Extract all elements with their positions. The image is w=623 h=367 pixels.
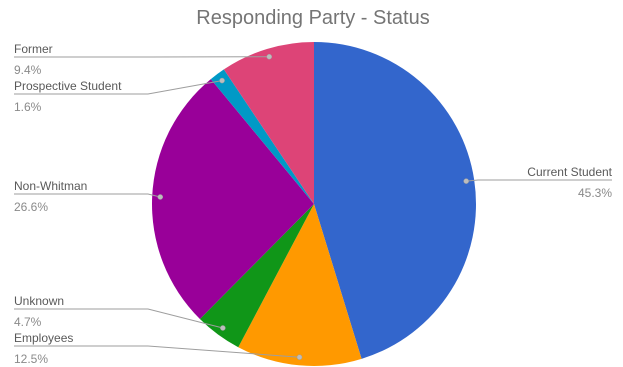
leader-line-unknown xyxy=(14,308,223,329)
slice-label-non-whitman: Non-Whitman xyxy=(14,179,87,193)
leader-line-prospective-student xyxy=(14,80,223,95)
pie-slice-former xyxy=(223,42,314,204)
pie-slice-prospective-student xyxy=(210,69,314,204)
slice-label-employees: Employees xyxy=(14,331,73,345)
slices-layer xyxy=(151,42,477,366)
leader-line-employees xyxy=(14,345,300,358)
leader-dot-former xyxy=(266,53,273,60)
chart-title: Responding Party - Status xyxy=(196,7,429,29)
slice-label-current-student: Current Student xyxy=(527,165,612,179)
slice-value-non-whitman: 26.6% xyxy=(14,200,48,214)
leader-dot-non-whitman xyxy=(157,194,164,200)
slice-value-employees: 12.5% xyxy=(14,352,48,366)
slice-label-former: Former xyxy=(14,42,53,56)
pie-slice-non-whitman xyxy=(151,79,314,319)
leader-line-current-student xyxy=(466,179,612,182)
slice-value-unknown: 4.7% xyxy=(14,315,42,329)
leader-dot-current-student xyxy=(463,178,469,184)
leader-line-non-whitman xyxy=(14,193,161,198)
pie-slice-unknown xyxy=(199,204,314,348)
slice-value-current-student: 45.3% xyxy=(578,186,612,200)
slice-label-unknown: Unknown xyxy=(14,294,64,308)
pie-slice-employees xyxy=(238,204,362,366)
slice-label-prospective-student: Prospective Student xyxy=(14,79,122,93)
labels-layer: Current Student 45.3% Employees 12.5% Unknow… xyxy=(14,42,613,366)
leader-dot-employees xyxy=(296,354,303,360)
pie-slice-current-student xyxy=(314,42,477,359)
slice-value-former: 9.4% xyxy=(14,63,42,77)
leader-dot-prospective-student xyxy=(219,77,225,84)
leader-dot-unknown xyxy=(220,325,226,331)
slice-value-prospective-student: 1.6% xyxy=(14,100,42,114)
